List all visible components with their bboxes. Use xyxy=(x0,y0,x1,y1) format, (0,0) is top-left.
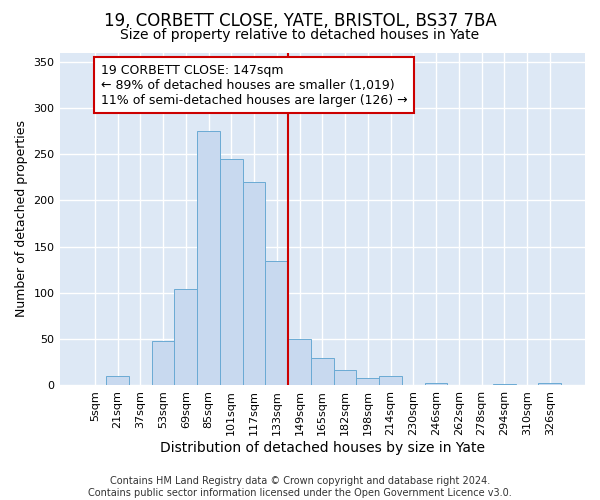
Bar xyxy=(288,339,311,386)
Bar xyxy=(152,341,175,386)
Bar xyxy=(265,260,288,386)
Bar xyxy=(356,378,379,386)
Bar xyxy=(220,159,242,386)
Bar xyxy=(538,382,561,386)
Bar xyxy=(197,131,220,386)
Bar xyxy=(425,382,448,386)
Text: 19 CORBETT CLOSE: 147sqm
← 89% of detached houses are smaller (1,019)
11% of sem: 19 CORBETT CLOSE: 147sqm ← 89% of detach… xyxy=(101,64,407,106)
Text: Size of property relative to detached houses in Yate: Size of property relative to detached ho… xyxy=(121,28,479,42)
Bar xyxy=(493,384,515,386)
Bar xyxy=(379,376,402,386)
Bar xyxy=(334,370,356,386)
Bar xyxy=(175,290,197,386)
X-axis label: Distribution of detached houses by size in Yate: Distribution of detached houses by size … xyxy=(160,441,485,455)
Bar xyxy=(242,182,265,386)
Bar xyxy=(311,358,334,386)
Text: Contains HM Land Registry data © Crown copyright and database right 2024.
Contai: Contains HM Land Registry data © Crown c… xyxy=(88,476,512,498)
Text: 19, CORBETT CLOSE, YATE, BRISTOL, BS37 7BA: 19, CORBETT CLOSE, YATE, BRISTOL, BS37 7… xyxy=(104,12,496,30)
Y-axis label: Number of detached properties: Number of detached properties xyxy=(15,120,28,318)
Bar xyxy=(106,376,129,386)
